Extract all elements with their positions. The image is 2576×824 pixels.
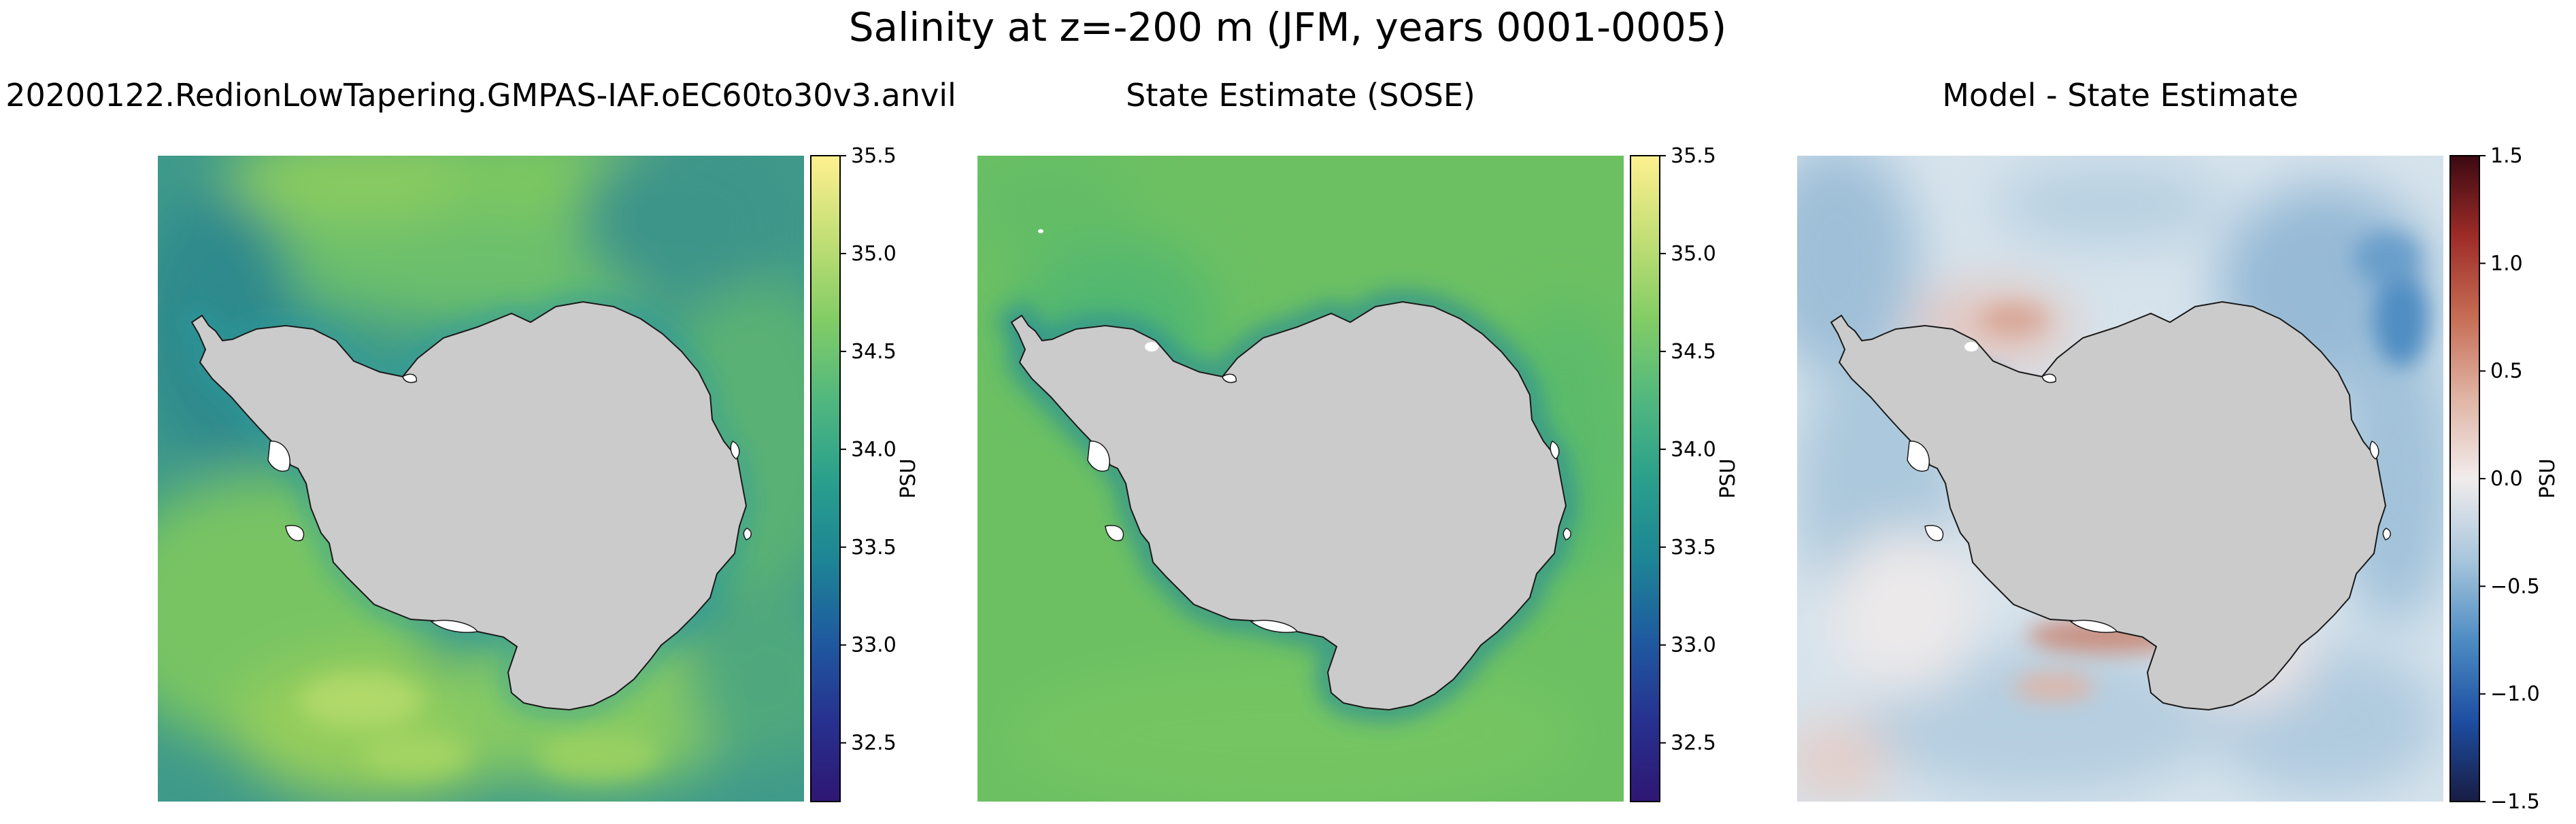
panel-difference: Model - State Estimate <box>1797 77 2560 814</box>
colorbar-label-difference: PSU <box>2536 458 2560 498</box>
panel-sose: State Estimate (SOSE) 32.5 33.0 33.5 34.0 34… <box>977 77 1740 802</box>
colorbar-tick-label: 32.5 <box>851 732 897 755</box>
colorbar-tick-label: 0.5 <box>2490 360 2523 383</box>
salinity-field-model <box>158 156 804 802</box>
salinity-field-sose <box>977 156 1624 802</box>
colorbar-tick-label: 35.5 <box>1671 144 1716 168</box>
colorbar-label-model: PSU <box>897 458 920 498</box>
panel-title-sose: State Estimate (SOSE) <box>1126 77 1475 114</box>
panel-model: 20200122.RedionLowTapering.GMPAS-IAF.oEC… <box>5 77 956 802</box>
salinity-difference-field <box>1797 156 2443 802</box>
colorbar-tick-label: 35.0 <box>851 242 897 266</box>
colorbar-tick-label: 1.5 <box>2490 144 2523 168</box>
masked-cell-sose <box>1145 342 1158 351</box>
colorbar-tick-label: 35.0 <box>1671 242 1716 266</box>
colorbar-tick-label: 34.0 <box>851 438 897 462</box>
colorbar-tick-label: 33.5 <box>851 536 897 560</box>
colorbar-tick-label: 35.5 <box>851 144 897 168</box>
colorbar-tick-label: 34.5 <box>851 340 897 364</box>
panel-title-difference: Model - State Estimate <box>1942 77 2298 114</box>
colorbar-scale-model <box>810 155 841 802</box>
colorbar-scale-difference <box>2449 155 2480 802</box>
colorbar-tick-label: 32.5 <box>1671 732 1716 755</box>
colorbar-tick-label: 1.0 <box>2490 252 2523 275</box>
colorbar-tick-label: 33.0 <box>851 634 897 657</box>
colorbar-tick-label: 34.0 <box>1671 438 1716 462</box>
colorbar-tick-label: 33.0 <box>1671 634 1716 657</box>
masked-cell-difference <box>1964 342 1978 351</box>
colorbar-tick-label: −1.5 <box>2490 790 2540 814</box>
colorbar-sose: 32.5 33.0 33.5 34.0 34.5 35.0 35.5 PSU <box>1630 144 1740 802</box>
colorbar-scale-sose <box>1630 155 1660 802</box>
colorbar-tick-label: 33.5 <box>1671 536 1716 560</box>
colorbar-tick-label: 0.0 <box>2490 467 2523 491</box>
colorbar-tick-label: 34.5 <box>1671 340 1716 364</box>
masked-cell-sose <box>1038 229 1043 233</box>
colorbar-label-sose: PSU <box>1716 458 1740 498</box>
panel-title-model: 20200122.RedionLowTapering.GMPAS-IAF.oEC… <box>5 77 956 114</box>
colorbar-tick-label: −0.5 <box>2490 574 2540 598</box>
figure-title: Salinity at z=-200 m (JFM, years 0001-00… <box>849 4 1727 50</box>
colorbar-difference: −1.5 −1.0 −0.5 0.0 0.5 1.0 1.5 PSU <box>2449 144 2560 814</box>
colorbar-tick-label: −1.0 <box>2490 683 2540 706</box>
colorbar-model: 32.5 33.0 33.5 34.0 34.5 35.0 35.5 PSU <box>810 144 920 802</box>
